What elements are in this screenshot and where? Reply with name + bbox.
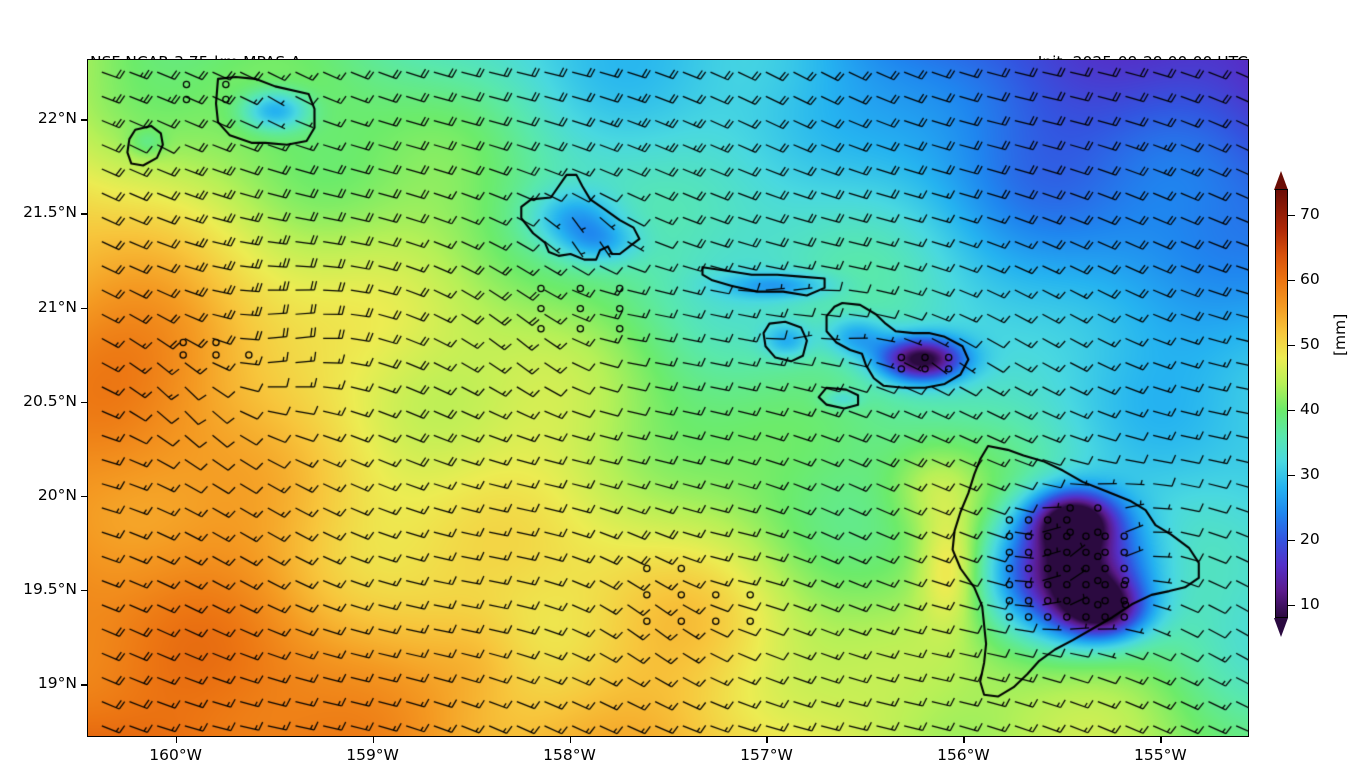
lon-tick-label: 157°W (740, 746, 793, 764)
lat-tick-mark (81, 119, 87, 121)
colorbar-tick-label: 60 (1300, 270, 1320, 288)
colorbar-tick-mark (1288, 475, 1295, 477)
colorbar-tick-label: 50 (1300, 335, 1320, 353)
colorbar-tick-mark (1288, 215, 1295, 217)
colorbar-units-label: [mm] (1331, 313, 1349, 356)
lon-tick-label: 159°W (346, 746, 399, 764)
lat-tick-mark (81, 590, 87, 592)
lat-tick-label: 19.5°N (23, 580, 77, 599)
map-plot-area (87, 59, 1249, 737)
colorbar-under-arrow (1274, 618, 1288, 637)
wind-barbs-layer (88, 60, 1248, 736)
lat-tick-mark (81, 307, 87, 309)
lon-tick-label: 156°W (937, 746, 990, 764)
lat-tick-mark (81, 401, 87, 404)
colorbar-tick-label: 70 (1300, 205, 1320, 223)
lat-tick-label: 21°N (37, 297, 77, 316)
lon-tick-label: 155°W (1134, 746, 1187, 764)
lat-tick-mark (81, 495, 87, 498)
lon-tick-mark (766, 737, 768, 743)
colorbar-tick-mark (1288, 605, 1295, 607)
colorbar-tick-mark (1288, 345, 1295, 347)
lon-tick-mark (963, 737, 965, 743)
colorbar-tick-mark (1288, 280, 1295, 282)
lat-tick-mark (81, 684, 87, 686)
lon-tick-mark (1160, 737, 1162, 743)
colorbar-over-arrow (1274, 171, 1288, 190)
lon-tick-label: 158°W (543, 746, 596, 764)
colorbar-tick-label: 30 (1300, 465, 1320, 483)
lon-tick-label: 160°W (149, 746, 202, 764)
lat-tick-label: 20.5°N (23, 391, 77, 410)
lat-tick-mark (81, 213, 87, 215)
colorbar-tick-mark (1288, 540, 1295, 542)
lat-tick-label: 21.5°N (23, 203, 77, 222)
lon-tick-mark (372, 737, 374, 743)
colorbar-tick-label: 40 (1300, 400, 1320, 418)
lon-tick-mark (569, 737, 571, 743)
colorbar-tick-label: 10 (1300, 595, 1320, 613)
colorbar (1275, 189, 1288, 618)
colorbar-tick-label: 20 (1300, 530, 1320, 548)
colorbar-tick-mark (1288, 410, 1295, 412)
lon-tick-mark (175, 737, 178, 743)
lat-tick-label: 20°N (37, 485, 77, 504)
lat-tick-label: 22°N (37, 109, 77, 128)
lat-tick-label: 19°N (37, 674, 77, 693)
